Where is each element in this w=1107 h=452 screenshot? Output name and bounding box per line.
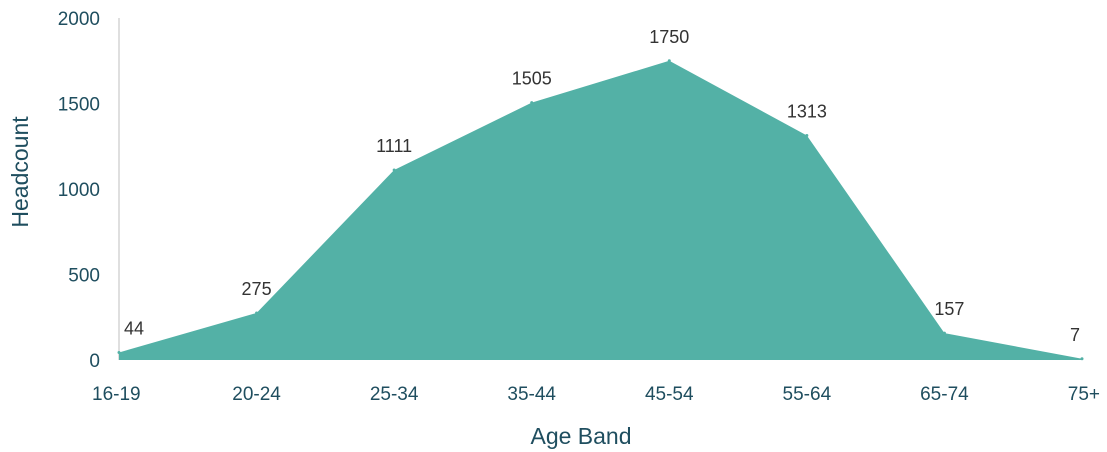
data-point [942,331,946,335]
data-point [117,350,121,354]
x-tick-label: 55-64 [783,384,832,405]
data-label: 44 [124,318,144,338]
y-axis-title: Headcount [7,116,33,228]
x-tick-label: 20-24 [232,384,281,405]
x-axis-ticks: 16-19 20-24 25-34 35-44 45-54 55-64 65-74 75+ [92,384,1100,405]
headcount-area [119,60,1082,360]
y-axis-ticks: 0 500 1000 1500 2000 [58,9,100,372]
y-tick-label: 1500 [58,95,100,116]
data-label: 1750 [649,27,689,47]
y-tick-label: 0 [89,351,100,372]
x-tick-label: 35-44 [507,384,556,405]
data-label: 1313 [787,101,827,121]
data-label: 157 [934,299,964,319]
data-point [1080,357,1084,361]
data-label: 1505 [512,69,552,89]
y-tick-label: 2000 [58,9,100,30]
data-point [667,59,671,63]
data-point [530,101,534,105]
data-points [117,59,1084,361]
x-tick-label: 25-34 [370,384,419,405]
y-tick-label: 1000 [58,180,100,201]
x-tick-label: 75+ [1068,384,1100,405]
y-tick-label: 500 [68,266,100,287]
x-axis-title: Age Band [530,423,631,449]
data-point [805,133,809,137]
data-point [255,311,259,315]
data-labels: 44 275 1111 1505 1750 1313 157 7 [124,27,1080,345]
data-label: 1111 [376,136,412,156]
x-tick-label: 45-54 [645,384,694,405]
data-label: 7 [1070,325,1080,345]
data-point [392,168,396,172]
x-tick-label: 16-19 [92,384,141,405]
data-label: 275 [242,279,272,299]
x-tick-label: 65-74 [920,384,969,405]
